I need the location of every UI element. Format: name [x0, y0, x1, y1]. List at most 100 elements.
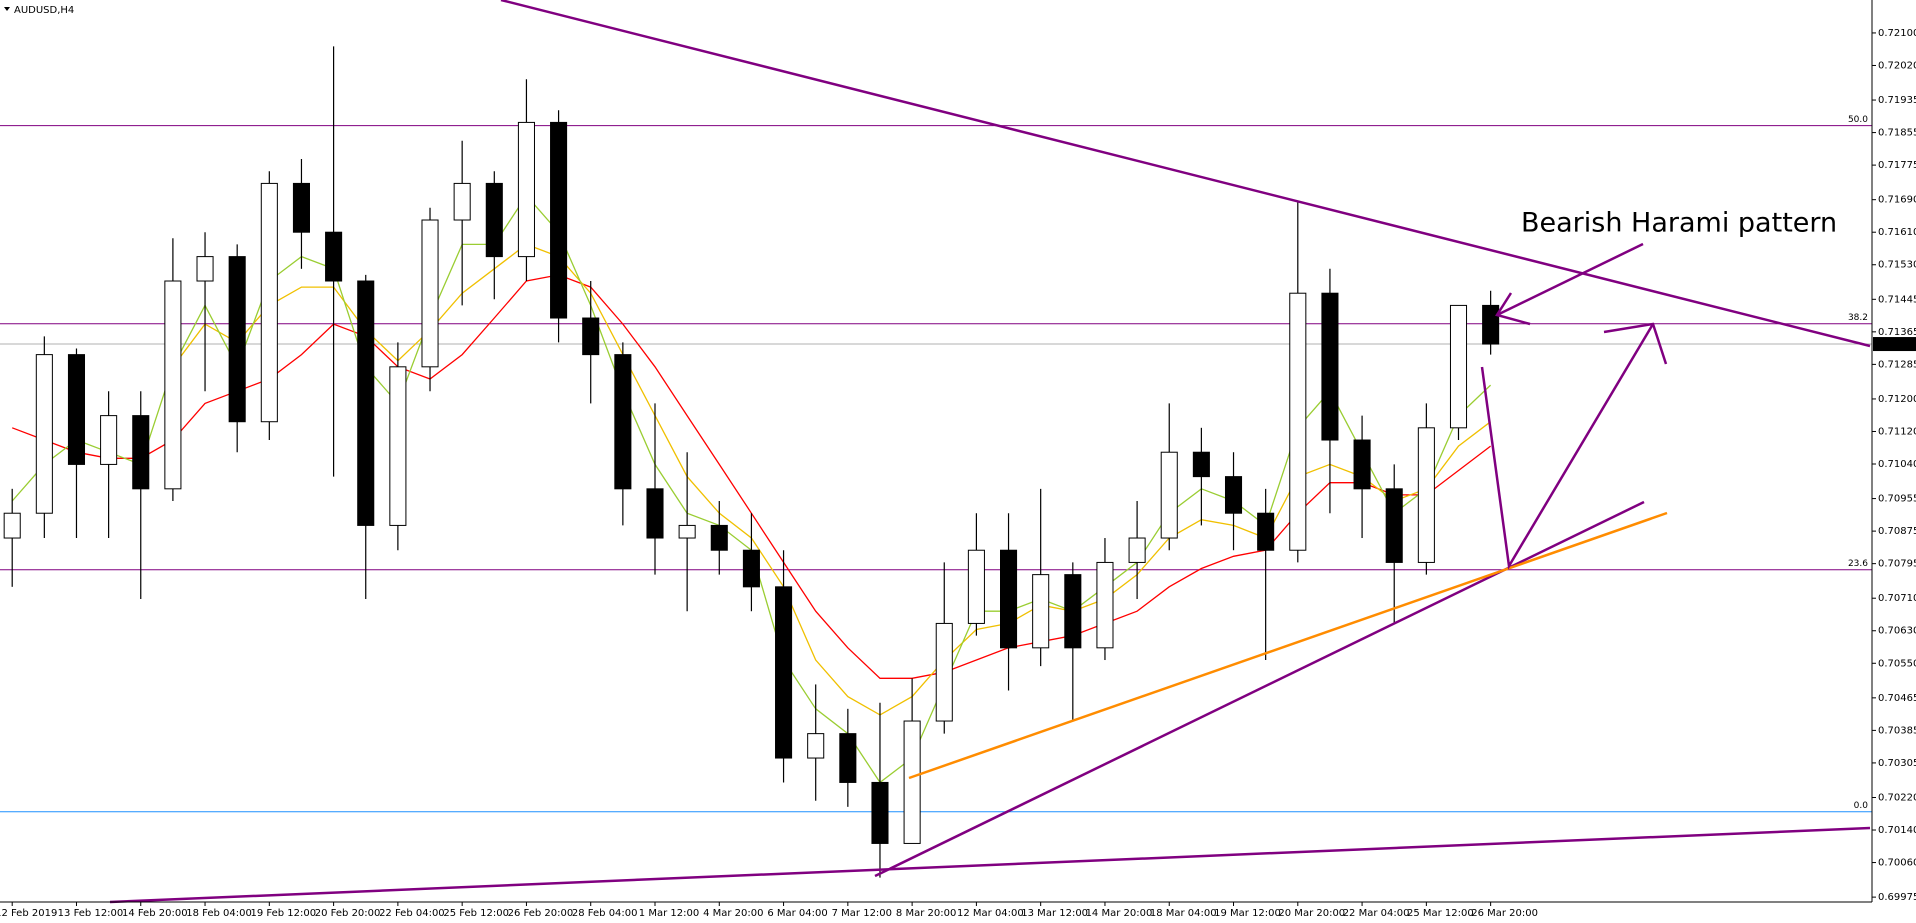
x-tick-label: 25 Mar 12:00: [1407, 908, 1474, 919]
candle-body: [678, 524, 696, 539]
y-tick-label: 0.71365: [1878, 327, 1916, 338]
candle-body: [67, 354, 86, 465]
y-tick-label: 0.71040: [1878, 459, 1916, 470]
candle-body: [1032, 574, 1050, 649]
y-tick-label: 0.70630: [1878, 626, 1916, 637]
level-label: 0.0: [1854, 801, 1869, 811]
candle-body: [228, 256, 246, 423]
chart-title: AUDUSD,H4: [14, 5, 74, 16]
x-tick-label: 19 Feb 12:00: [251, 908, 317, 919]
x-tick-label: 20 Mar 20:00: [1278, 908, 1345, 919]
candle-body: [871, 781, 889, 844]
level-label: 38.2: [1848, 313, 1868, 323]
y-tick-label: 0.72020: [1878, 60, 1916, 71]
candle-body: [646, 488, 664, 539]
candle-body: [357, 280, 375, 526]
trendlines: [109, 0, 1871, 904]
candle-body: [775, 586, 793, 759]
y-tick-label: 0.71200: [1878, 394, 1916, 405]
candle-body: [1417, 427, 1435, 563]
candle-body: [517, 121, 535, 258]
y-tick-label: 0.70955: [1878, 494, 1916, 505]
x-tick-label: 20 Feb 20:00: [315, 908, 381, 919]
candle-body: [1096, 561, 1114, 649]
y-tick-label: 0.69975: [1878, 892, 1916, 903]
x-tick-label: 13 Feb 12:00: [58, 908, 124, 919]
candle-body: [389, 366, 407, 526]
y-tick-label: 0.70305: [1878, 758, 1916, 769]
candle-body: [1064, 574, 1082, 649]
candle-body: [260, 182, 278, 423]
x-tick-label: 8 Mar 20:00: [896, 908, 956, 919]
trendline: [500, 0, 1871, 348]
y-tick-label: 0.70710: [1878, 593, 1916, 604]
candle-body: [1353, 439, 1371, 490]
x-tick-label: 14 Feb 20:00: [122, 908, 188, 919]
candle-body: [164, 280, 182, 490]
candle-body: [1257, 512, 1275, 551]
candle-body: [325, 231, 343, 282]
candle-body: [935, 622, 953, 722]
y-tick-label: 0.71120: [1878, 426, 1916, 437]
y-tick-label: 0.70875: [1878, 526, 1916, 537]
x-tick-label: 22 Feb 04:00: [379, 908, 445, 919]
candle-body: [292, 182, 310, 233]
y-tick-label: 0.71445: [1878, 294, 1916, 305]
candle-body: [421, 219, 439, 368]
candle-body: [742, 549, 760, 588]
candle-body: [100, 415, 118, 465]
candle-body: [1289, 292, 1307, 551]
candle-body: [1192, 451, 1210, 478]
candle-body: [1000, 549, 1018, 649]
candle-body: [453, 182, 471, 221]
candle-body: [196, 256, 214, 282]
y-tick-label: 0.72100: [1878, 28, 1916, 39]
candle-body: [710, 524, 728, 551]
candle-body: [1385, 488, 1403, 563]
moving-average: [11, 274, 1491, 679]
x-tick-label: 6 Mar 04:00: [767, 908, 827, 919]
candle-body: [485, 182, 503, 258]
y-tick-label: 0.71610: [1878, 227, 1916, 238]
candle-body: [582, 317, 600, 356]
x-tick-label: 26 Feb 20:00: [508, 908, 574, 919]
y-tick-label: 0.70140: [1878, 825, 1916, 836]
x-tick-label: 1 Mar 12:00: [639, 908, 699, 919]
x-tick-label: 25 Feb 12:00: [443, 908, 509, 919]
x-tick-label: 18 Feb 04:00: [186, 908, 252, 919]
x-tick-label: 7 Mar 12:00: [832, 908, 892, 919]
level-label: 23.6: [1848, 559, 1868, 569]
annotation: Bearish Harami pattern: [1521, 208, 1837, 239]
y-tick-label: 0.71775: [1878, 160, 1916, 171]
y-tick-label: 0.71855: [1878, 128, 1916, 139]
x-tick-label: 14 Mar 20:00: [1086, 908, 1153, 919]
x-tick-label: 12 Mar 04:00: [957, 908, 1024, 919]
projection-arrow: [1480, 323, 1655, 570]
candle-body: [1224, 476, 1243, 514]
candle-body: [839, 733, 857, 783]
annotation-arrow: [1496, 242, 1644, 317]
arrow-head: [1603, 322, 1668, 365]
current-price-label: 0.71335: [1876, 339, 1916, 350]
trendline: [908, 511, 1668, 780]
y-tick-label: 0.70385: [1878, 725, 1916, 736]
candle-body: [1482, 304, 1500, 345]
x-tick-label: 4 Mar 20:00: [703, 908, 763, 919]
y-tick-label: 0.70220: [1878, 792, 1916, 803]
candle-body: [903, 720, 921, 844]
x-tick-label: 26 Mar 20:00: [1471, 908, 1538, 919]
menu-icon[interactable]: [4, 7, 10, 11]
y-tick-label: 0.71285: [1878, 359, 1916, 370]
x-tick-label: 22 Mar 04:00: [1343, 908, 1410, 919]
x-tick-label: 18 Mar 04:00: [1150, 908, 1217, 919]
trendline: [874, 500, 1645, 878]
y-tick-label: 0.70465: [1878, 693, 1916, 704]
x-tick-label: 13 Mar 12:00: [1021, 908, 1088, 919]
candle-body: [3, 512, 21, 539]
candle-body: [614, 354, 632, 490]
x-tick-label: 19 Mar 12:00: [1214, 908, 1281, 919]
current-price-box: [1873, 337, 1916, 352]
level-label: 50.0: [1848, 115, 1868, 125]
